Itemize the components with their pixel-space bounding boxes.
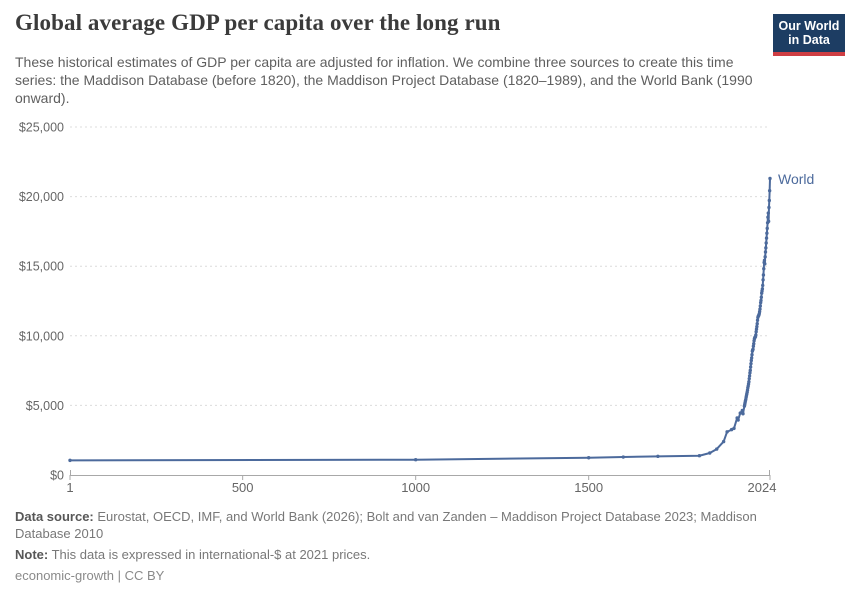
chart-subtitle: These historical estimates of GDP per ca… [15, 54, 753, 107]
owid-logo-line1: Our World [778, 19, 840, 33]
chart-title: Global average GDP per capita over the l… [15, 10, 501, 35]
svg-text:$20,000: $20,000 [19, 190, 64, 204]
note-label: Note: [15, 547, 49, 563]
svg-text:$0: $0 [50, 469, 64, 483]
svg-text:$15,000: $15,000 [19, 260, 64, 274]
owid-logo-line2: in Data [788, 33, 830, 48]
data-source-line: Data source: Eurostat, OECD, IMF, and Wo… [15, 508, 815, 542]
chart-footer: Data source: Eurostat, OECD, IMF, and Wo… [15, 508, 815, 589]
data-source-label: Data source: [15, 509, 94, 524]
svg-text:1000: 1000 [401, 480, 430, 495]
owid-logo[interactable]: Our World in Data [773, 14, 845, 56]
license-line[interactable]: economic-growth | CC BY [15, 568, 165, 584]
svg-text:$25,000: $25,000 [19, 121, 64, 135]
svg-text:1: 1 [66, 480, 73, 495]
data-source-text: Eurostat, OECD, IMF, and World Bank (202… [15, 509, 757, 542]
series-label-world[interactable]: World [778, 170, 815, 187]
svg-text:500: 500 [232, 480, 254, 495]
note-line: Note: This data is expressed in internat… [15, 546, 815, 563]
svg-text:$5,000: $5,000 [26, 399, 64, 413]
note-text: This data is expressed in international-… [48, 547, 371, 563]
svg-text:$10,000: $10,000 [19, 329, 64, 343]
svg-text:1500: 1500 [574, 480, 603, 495]
svg-text:2024: 2024 [748, 480, 777, 495]
